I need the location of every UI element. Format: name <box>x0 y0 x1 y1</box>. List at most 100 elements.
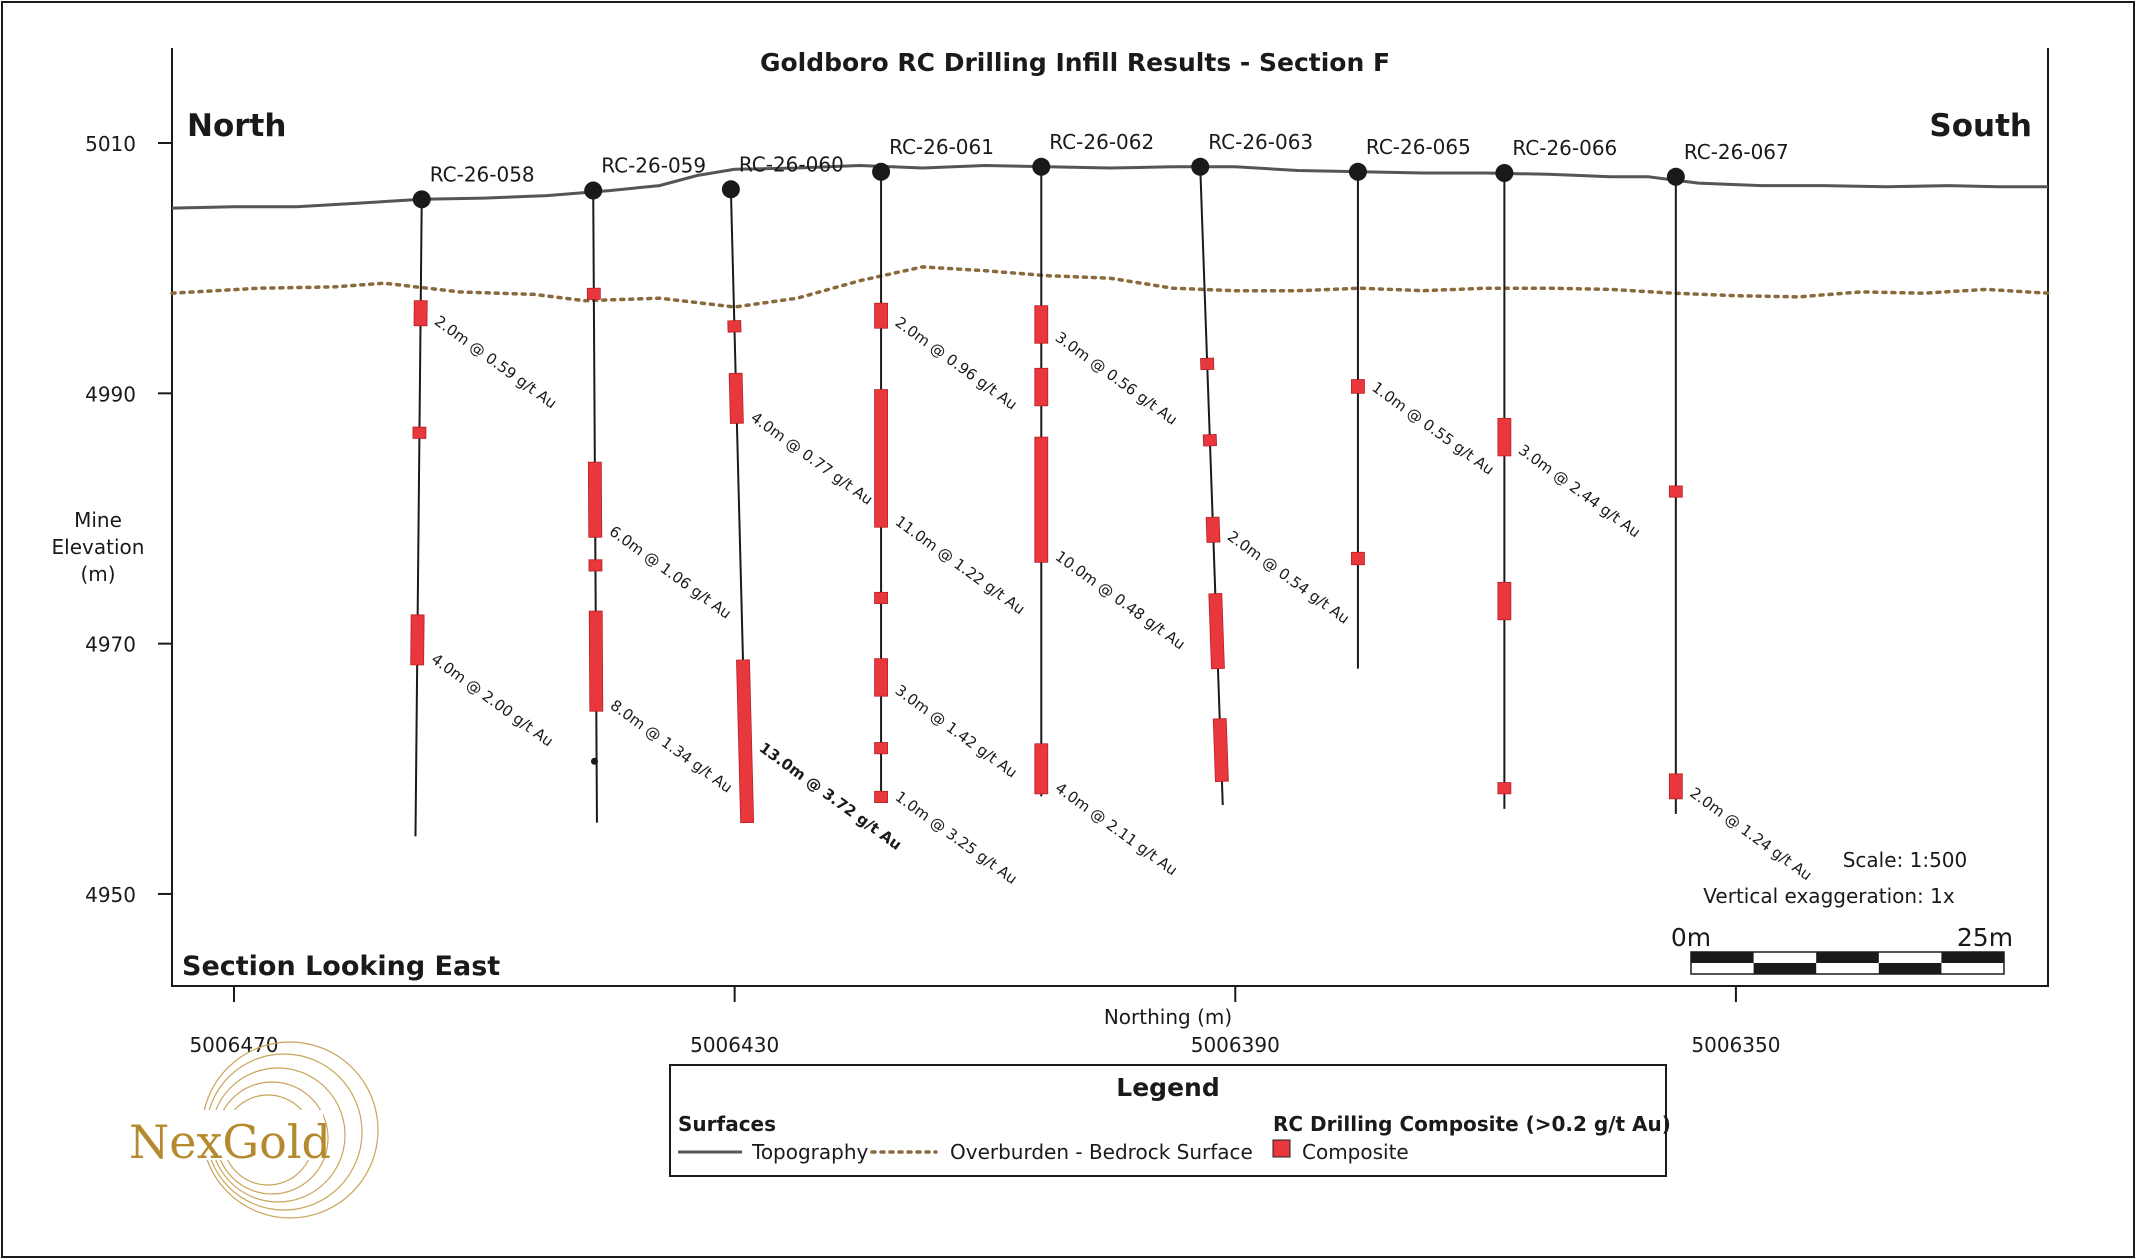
composite-interval <box>727 320 742 333</box>
nexgold-logo: NexGold <box>129 1041 379 1219</box>
composite-interval <box>874 389 888 528</box>
composite-interval <box>588 559 603 572</box>
drillhole-collar <box>1032 157 1051 176</box>
composite-interval <box>874 742 888 755</box>
scale-bar-segment <box>1691 952 1754 963</box>
scale-bar-segment <box>1941 952 2004 963</box>
topography-line <box>171 163 2048 210</box>
composite-interval <box>874 591 888 604</box>
drillhole-name: RC-26-060 <box>739 152 844 176</box>
composite-interval <box>1208 592 1225 670</box>
section-looking-label: Section Looking East <box>182 951 500 982</box>
composite-interval <box>588 610 604 712</box>
drillhole-collar <box>1495 164 1514 183</box>
composite-interval <box>874 658 888 697</box>
diagram-title: Goldboro RC Drilling Infill Results - Se… <box>760 48 1390 77</box>
surfaces-layer <box>170 163 2050 309</box>
composite-interval <box>1202 433 1217 447</box>
north-label: North <box>187 108 286 144</box>
composite-interval <box>1212 718 1229 782</box>
plot-frame-line <box>171 48 2049 987</box>
drillhole-collar <box>721 180 740 199</box>
drillhole-trace <box>1199 166 1224 806</box>
drillhole-name: RC-26-058 <box>430 162 535 186</box>
composite-interval <box>1034 305 1049 344</box>
drillhole-name: RC-26-061 <box>889 135 994 159</box>
drillhole-name: RC-26-066 <box>1512 136 1617 160</box>
composite-interval <box>1668 485 1683 498</box>
vertical-exaggeration-text: Vertical exaggeration: 1x <box>1703 884 1955 908</box>
composite-interval <box>874 790 888 803</box>
composite-interval <box>587 461 603 538</box>
drillhole-collar <box>412 190 431 209</box>
legend-overburden-label: Overburden - Bedrock Surface <box>950 1140 1253 1164</box>
composite-interval <box>1205 516 1221 543</box>
composite-interval <box>1497 417 1512 457</box>
x-axis-title: Northing (m) <box>1104 1005 1232 1029</box>
drillhole-name: RC-26-065 <box>1366 135 1471 159</box>
composite-interval <box>1034 436 1049 563</box>
scale-bar-start-label: 0m <box>1671 923 1711 952</box>
y-tick-label: 4990 <box>85 382 136 406</box>
x-tick-label: 5006390 <box>1191 1033 1280 1057</box>
logo-wordmark: NexGold <box>129 1115 331 1169</box>
drillhole-name: RC-26-059 <box>601 154 706 178</box>
scale-bar-segment <box>1816 952 1879 963</box>
x-tick-label: 5006350 <box>1691 1033 1780 1057</box>
scale-bar-end-label: 25m <box>1957 923 2013 952</box>
legend: Legend Surfaces Topography Overburden - … <box>669 1064 1671 1177</box>
axes-layer: 5010 4990 4970 4950 5006470 5006430 5006390 500… <box>85 132 1780 1057</box>
legend-surfaces-heading: Surfaces <box>678 1112 776 1136</box>
legend-composite-label: Composite <box>1302 1140 1409 1164</box>
logo-text-backing <box>138 1110 323 1160</box>
south-label: South <box>1929 108 2032 144</box>
composite-interval <box>736 659 755 824</box>
composite-interval <box>1351 551 1365 566</box>
legend-box <box>669 1064 1667 1177</box>
scale-text: Scale: 1:500 <box>1843 848 1968 872</box>
legend-composite-swatch <box>1272 1139 1291 1158</box>
drillhole-point <box>590 757 598 765</box>
scale-bar-segment <box>1753 963 1817 974</box>
y-axis-title-line: Mine <box>74 508 122 532</box>
overburden-bedrock-surface <box>170 265 2050 309</box>
composite-interval <box>1497 782 1512 795</box>
drillhole-name: RC-26-063 <box>1208 130 1313 154</box>
y-tick-label: 4970 <box>85 633 136 657</box>
composite-interval <box>1497 581 1512 621</box>
y-axis-title-line: Elevation <box>52 535 145 559</box>
composite-interval <box>410 614 425 666</box>
composite-interval <box>1200 357 1215 371</box>
composite-interval <box>1668 773 1683 800</box>
drillhole-collar <box>1666 167 1685 186</box>
drillhole-collar <box>1191 157 1210 176</box>
y-tick-label: 4950 <box>85 883 136 907</box>
composite-interval <box>1034 367 1049 407</box>
legend-topography-label: Topography <box>751 1140 869 1164</box>
composite-interval <box>874 302 888 329</box>
composite-interval <box>412 426 427 439</box>
scale-block: Scale: 1:500 Vertical exaggeration: 1x 0… <box>1671 848 2013 975</box>
y-axis-title-line: (m) <box>80 562 115 586</box>
x-tick-label: 5006470 <box>189 1033 278 1057</box>
plot-frame <box>171 48 2049 987</box>
legend-title: Legend <box>1116 1073 1219 1102</box>
drillhole-name: RC-26-062 <box>1049 130 1154 154</box>
scale-bar-segment <box>1878 963 1942 974</box>
drillhole-collar <box>584 181 603 200</box>
x-tick-label: 5006430 <box>690 1033 779 1057</box>
drillhole-name: RC-26-067 <box>1684 140 1789 164</box>
y-tick-label: 5010 <box>85 132 136 156</box>
y-axis-title: Mine Elevation (m) <box>52 508 145 586</box>
legend-composite-heading: RC Drilling Composite (>0.2 g/t Au) <box>1273 1112 1671 1136</box>
drillhole-collar <box>872 162 891 181</box>
scale-bar <box>1690 951 2005 975</box>
composite-interval <box>728 372 744 424</box>
drillhole-collar <box>1348 162 1367 181</box>
composite-interval <box>1034 743 1049 795</box>
composite-interval <box>586 287 601 300</box>
composite-interval <box>413 300 428 327</box>
composite-interval <box>1351 379 1365 394</box>
